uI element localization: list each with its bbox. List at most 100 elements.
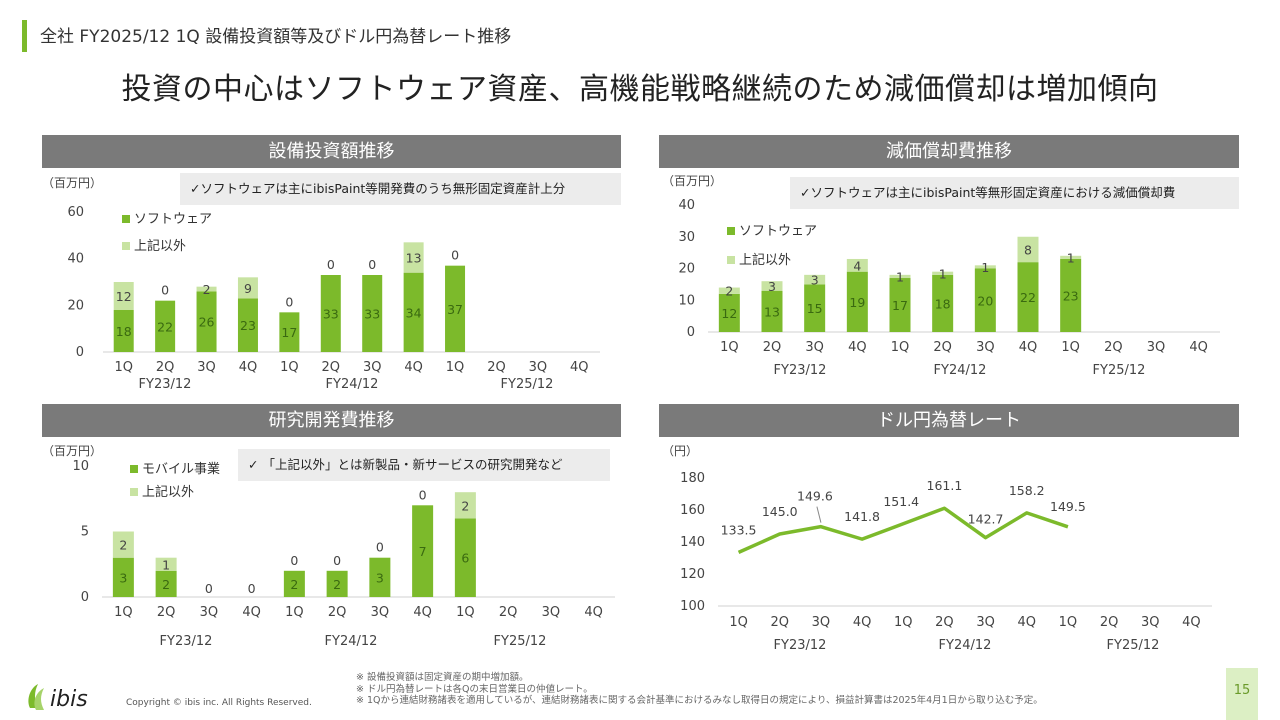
y-tick-label: 20 [678, 262, 695, 277]
capex-panel-title: 設備投資額推移 [42, 135, 621, 168]
bar-segment-primary [362, 275, 383, 352]
x-tick-label: 2Q [156, 360, 175, 375]
x-tick-label: 1Q [456, 605, 475, 620]
y-tick-label: 0 [687, 325, 695, 340]
data-label-secondary: 1 [162, 557, 170, 572]
legend-swatch [727, 256, 735, 264]
x-tick-label: 4Q [404, 360, 423, 375]
bar-segment-primary [804, 284, 826, 332]
x-tick-label: 3Q [976, 340, 995, 355]
x-tick-label: 2Q [322, 360, 341, 375]
y-tick-label: 60 [67, 205, 84, 220]
data-label-primary: 6 [461, 551, 469, 566]
y-tick-label: 120 [680, 567, 705, 582]
legend-label: 上記以外 [134, 238, 186, 254]
bar-segment-primary [283, 570, 305, 597]
data-label-secondary: 9 [244, 281, 252, 296]
series-line [737, 506, 1069, 554]
x-tick-label: 3Q [976, 615, 995, 630]
legend-swatch [122, 242, 130, 250]
x-tick-label: 4Q [413, 605, 432, 620]
x-group-label: FY24/12 [934, 363, 987, 378]
rnd-panel-title: 研究開発費推移 [42, 404, 621, 437]
x-group-label: FY25/12 [1107, 638, 1160, 653]
bar-segment-secondary [454, 492, 476, 519]
data-label-primary: 26 [199, 315, 215, 330]
x-tick-label: 3Q [1141, 615, 1160, 630]
data-label-secondary: 1 [896, 269, 904, 284]
data-label: 151.4 [883, 494, 919, 509]
x-tick-label: 4Q [570, 360, 589, 375]
bar-segment-secondary [237, 277, 258, 299]
data-label-primary: 37 [447, 302, 463, 317]
footnote-line: ※ ドル円為替レートは各Qの末日営業日の仲値レート。 [356, 683, 593, 695]
bar-segment-primary [112, 557, 134, 597]
x-tick-label: 2Q [933, 340, 952, 355]
footnote-line: ※ 1Qから連結財務諸表を適用しているが、連結財務諸表に関する会計基準におけるみ… [356, 695, 1043, 706]
bar-segment-secondary [846, 258, 868, 272]
data-label-secondary: 2 [725, 284, 733, 299]
x-tick-label: 4Q [242, 605, 261, 620]
x-tick-label: 1Q [446, 360, 465, 375]
data-label-secondary: 0 [419, 487, 427, 502]
data-label-primary: 18 [116, 324, 132, 339]
bar-segment-secondary [112, 531, 134, 558]
x-tick-label: 4Q [1019, 340, 1038, 355]
data-label: 149.6 [797, 489, 833, 504]
data-label-primary: 2 [333, 577, 341, 592]
data-label-secondary: 2 [119, 538, 127, 553]
data-label-secondary: 0 [368, 257, 376, 272]
x-group-label: FY23/12 [774, 638, 827, 653]
data-label-primary: 22 [1020, 290, 1036, 305]
x-tick-label: 4Q [584, 605, 603, 620]
bar-segment-primary [412, 505, 434, 597]
rnd-unit-label: （百万円） [42, 444, 103, 458]
y-tick-label: 0 [81, 590, 89, 605]
bar-segment-secondary [932, 271, 954, 275]
x-tick-label: 4Q [1017, 615, 1036, 630]
x-tick-label: 4Q [848, 340, 867, 355]
data-label-secondary: 0 [376, 540, 384, 555]
bar-segment-primary [889, 278, 911, 332]
data-label: 149.5 [1050, 499, 1086, 514]
data-label-secondary: 8 [1024, 242, 1032, 257]
y-tick-label: 20 [67, 298, 84, 313]
data-label-primary: 3 [376, 570, 384, 585]
bar-segment-primary [932, 274, 954, 332]
data-label: 141.8 [844, 509, 880, 524]
legend-swatch [727, 227, 735, 235]
data-label-primary: 17 [281, 325, 297, 340]
data-label-secondary: 4 [853, 258, 861, 273]
depreciation-note: ✓ソフトウェアは主にibisPaint等無形固定資産における減価償却費 [790, 177, 1239, 209]
x-tick-label: 1Q [891, 340, 910, 355]
bar-segment-secondary [761, 281, 783, 291]
data-label-primary: 7 [419, 544, 427, 559]
data-label-primary: 18 [935, 296, 951, 311]
bar-segment-primary [155, 570, 177, 597]
x-tick-label: 3Q [529, 360, 548, 375]
x-tick-label: 3Q [363, 360, 382, 375]
x-tick-label: 3Q [1147, 340, 1166, 355]
data-label-secondary: 2 [461, 498, 469, 513]
y-tick-label: 160 [680, 503, 705, 518]
data-label-secondary: 0 [290, 553, 298, 568]
data-label-secondary: 0 [285, 294, 293, 309]
data-label-primary: 0 [205, 581, 213, 596]
legend-label: 上記以外 [142, 484, 194, 500]
legend-swatch [122, 215, 130, 223]
bar-segment-primary [403, 272, 424, 352]
legend-label: モバイル事業 [142, 461, 220, 477]
x-tick-label: 2Q [157, 605, 176, 620]
x-tick-label: 2Q [770, 615, 789, 630]
data-label-secondary: 1 [981, 260, 989, 275]
x-tick-label: 4Q [1182, 615, 1201, 630]
y-tick-label: 30 [678, 230, 695, 245]
y-tick-label: 5 [81, 525, 89, 540]
bar-segment-secondary [1017, 236, 1039, 263]
x-tick-label: 2Q [1100, 615, 1119, 630]
x-group-label: FY25/12 [1093, 363, 1146, 378]
y-tick-label: 180 [680, 471, 705, 486]
